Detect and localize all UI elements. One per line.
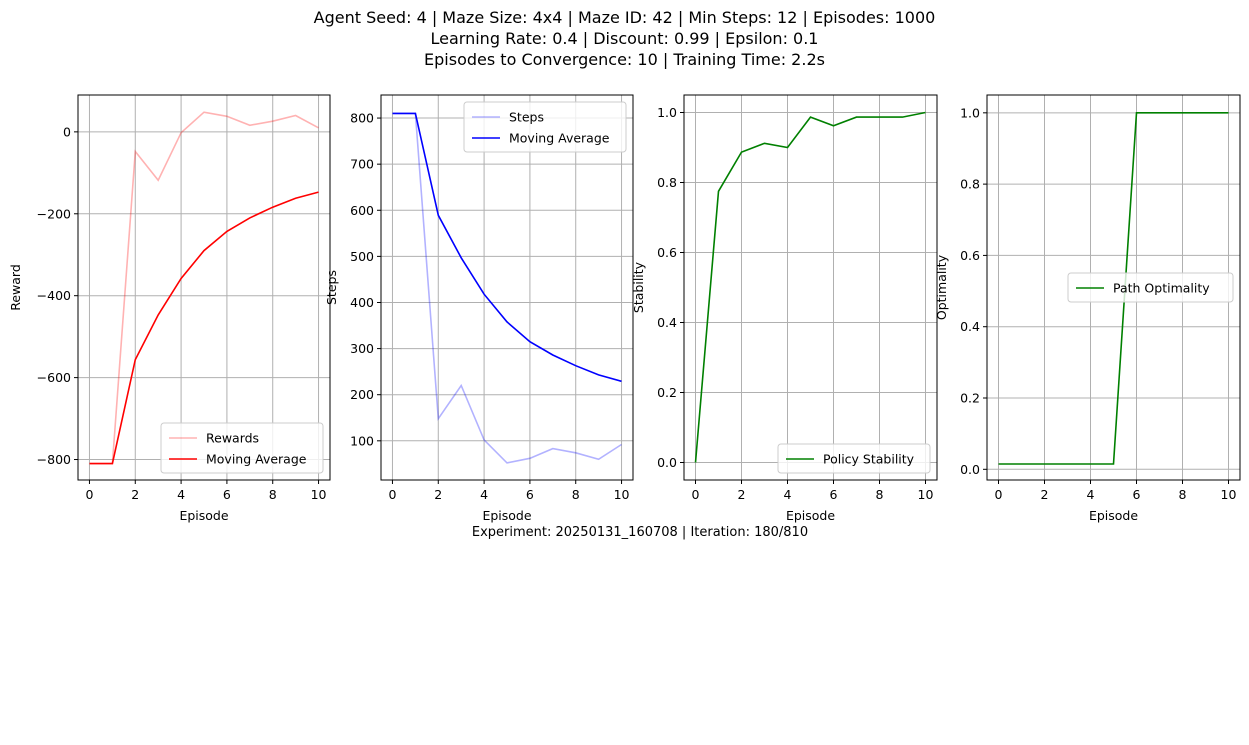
- y-tick-label: 0: [63, 124, 71, 139]
- series-line-2: [392, 112, 622, 383]
- title-line-3: Episodes to Convergence: 10 | Training T…: [424, 50, 825, 69]
- x-tick-label: 10: [918, 487, 934, 502]
- x-tick-label: 6: [526, 487, 534, 502]
- legend-box: [160, 422, 324, 474]
- y-axis-label: Optimality: [934, 254, 949, 320]
- x-tick-label: 10: [311, 487, 327, 502]
- x-axis-label: Episode: [1089, 508, 1138, 523]
- y-axis-label: Reward: [8, 264, 23, 311]
- x-axis-label: Episode: [482, 508, 531, 523]
- legend: Path Optimality: [1067, 272, 1234, 303]
- legend-label: Policy Stability: [823, 452, 915, 467]
- y-axis-label: Stability: [631, 261, 646, 313]
- y-tick-label: 0.0: [657, 455, 677, 470]
- y-tick-label: 0.8: [960, 177, 980, 192]
- legend-label: Steps: [509, 110, 544, 125]
- series-line-1: [998, 112, 1229, 465]
- x-tick-label: 8: [876, 487, 884, 502]
- y-tick-label: −200: [37, 206, 71, 221]
- y-tick-label: 0.8: [657, 175, 677, 190]
- y-tick-label: 200: [350, 387, 374, 402]
- y-tick-label: −800: [37, 452, 71, 467]
- chart-panel-2: 0 2 4 6 8 10 100 200 300 400 500 600 700 800 Episode St…: [324, 94, 634, 523]
- experiment-footer: Experiment: 20250131_160708 | Iteration:…: [471, 525, 809, 540]
- y-tick-label: 0.0: [960, 462, 980, 477]
- legend-box: [463, 101, 627, 153]
- legend: Rewards Moving Average: [160, 422, 324, 474]
- y-tick-label: 1.0: [657, 105, 677, 120]
- y-tick-label: 0.2: [960, 391, 980, 406]
- legend-box: [1067, 272, 1234, 303]
- x-tick-label: 2: [131, 487, 139, 502]
- legend-box: [777, 443, 931, 474]
- plot-frame: [380, 94, 634, 481]
- x-tick-label: 2: [1041, 487, 1049, 502]
- y-tick-label: 0.6: [657, 245, 677, 260]
- legend: Steps Moving Average: [463, 101, 627, 153]
- x-tick-label: 6: [1133, 487, 1141, 502]
- title-line-1: Agent Seed: 4 | Maze Size: 4x4 | Maze ID…: [313, 8, 936, 27]
- x-tick-label: 6: [223, 487, 231, 502]
- chart-panel-3: 0 2 4 6 8 10 0.0 0.2 0.4 0.6 0.8 1.0 Episode Stabilit…: [631, 94, 938, 523]
- x-tick-label: 4: [177, 487, 185, 502]
- chart-panel-4: 0 2 4 6 8 10 0.0 0.2 0.4 0.6 0.8 1.0 Episode Optimali…: [934, 94, 1241, 523]
- y-tick-label: 700: [350, 157, 374, 172]
- x-tick-label: 8: [572, 487, 580, 502]
- plot-frame: [683, 94, 938, 481]
- x-tick-label: 4: [784, 487, 792, 502]
- x-tick-label: 0: [995, 487, 1003, 502]
- x-tick-label: 4: [1087, 487, 1095, 502]
- x-axis-label: Episode: [786, 508, 835, 523]
- series-line-1: [89, 111, 319, 465]
- x-tick-label: 2: [738, 487, 746, 502]
- x-tick-label: 10: [1221, 487, 1237, 502]
- y-tick-label: 300: [350, 341, 374, 356]
- y-tick-label: −600: [37, 370, 71, 385]
- y-tick-label: 400: [350, 295, 374, 310]
- y-axis-label: Steps: [324, 270, 339, 305]
- legend-label: Moving Average: [509, 131, 610, 146]
- y-tick-label: 500: [350, 249, 374, 264]
- x-tick-label: 8: [1179, 487, 1187, 502]
- chart-panel-1: 0 2 4 6 8 10 −800 −600 −400 −200 0 Episode Reward Rew…: [8, 94, 331, 523]
- y-tick-label: 100: [350, 433, 374, 448]
- x-tick-label: 0: [692, 487, 700, 502]
- title-line-2: Learning Rate: 0.4 | Discount: 0.99 | Ep…: [430, 29, 819, 48]
- legend-label: Path Optimality: [1113, 281, 1210, 296]
- legend: Policy Stability: [777, 443, 931, 474]
- x-tick-label: 8: [269, 487, 277, 502]
- x-tick-label: 2: [434, 487, 442, 502]
- series-line-1: [694, 111, 926, 463]
- series-line-2: [89, 191, 319, 465]
- x-tick-label: 0: [388, 487, 396, 502]
- x-tick-label: 0: [85, 487, 93, 502]
- plot-frame: [986, 94, 1241, 481]
- x-tick-label: 6: [830, 487, 838, 502]
- y-tick-label: 0.4: [960, 319, 980, 334]
- y-tick-label: 0.6: [960, 248, 980, 263]
- plot-frame: [77, 94, 331, 481]
- x-tick-label: 4: [480, 487, 488, 502]
- legend-label: Rewards: [206, 431, 259, 446]
- y-tick-label: 0.4: [657, 315, 677, 330]
- x-axis-label: Episode: [179, 508, 228, 523]
- series-line-1: [392, 112, 622, 464]
- y-tick-label: 1.0: [960, 105, 980, 120]
- y-tick-label: 600: [350, 203, 374, 218]
- y-tick-label: −400: [37, 288, 71, 303]
- legend-label: Moving Average: [206, 452, 307, 467]
- x-tick-label: 10: [614, 487, 630, 502]
- y-tick-label: 0.2: [657, 385, 677, 400]
- y-tick-label: 800: [350, 111, 374, 126]
